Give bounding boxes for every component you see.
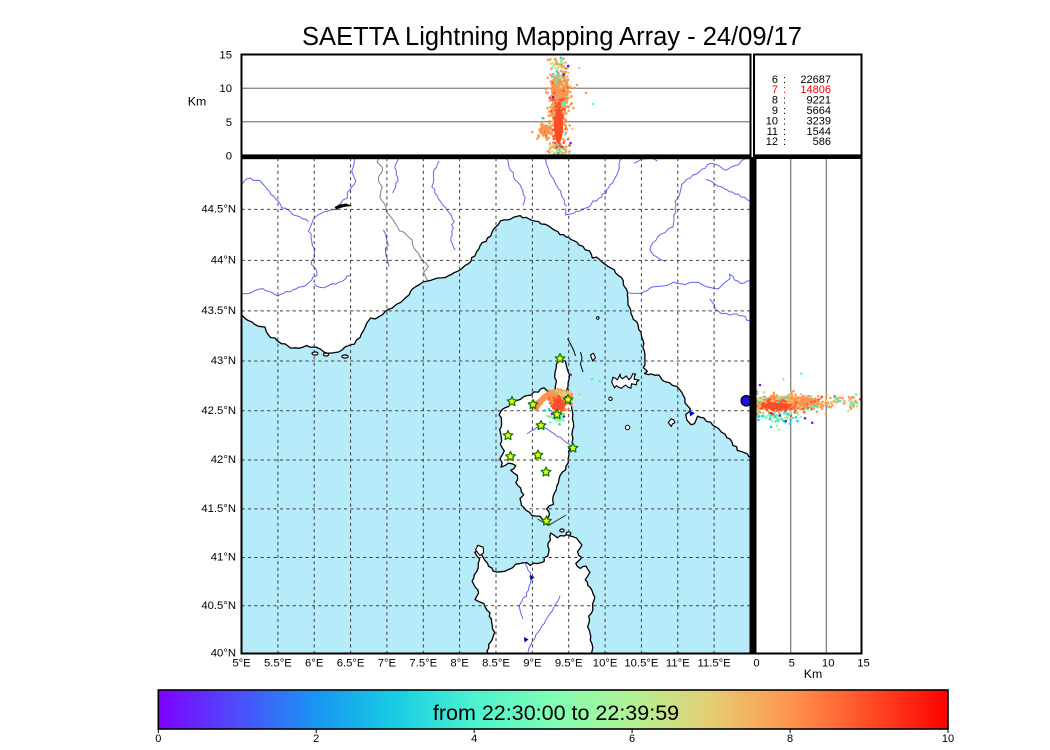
svg-text:10°E: 10°E	[593, 658, 618, 670]
svg-text:8°E: 8°E	[450, 658, 469, 670]
svg-text:9°E: 9°E	[523, 658, 542, 670]
svg-text:5664: 5664	[807, 105, 831, 117]
svg-text::: :	[783, 126, 786, 138]
svg-text:4: 4	[471, 733, 477, 745]
svg-text:41.5°N: 41.5°N	[201, 503, 236, 515]
svg-text:41°N: 41°N	[211, 552, 236, 564]
svg-text:5.5°E: 5.5°E	[264, 658, 292, 670]
svg-text::: :	[783, 136, 786, 148]
svg-text:10: 10	[766, 115, 778, 127]
svg-text:43°N: 43°N	[211, 355, 236, 367]
svg-text:11.5°E: 11.5°E	[697, 658, 731, 670]
svg-text:40.5°N: 40.5°N	[201, 600, 236, 612]
svg-text:43.5°N: 43.5°N	[201, 305, 236, 317]
svg-text:5: 5	[789, 658, 795, 670]
svg-text:3239: 3239	[807, 115, 831, 127]
svg-text:10: 10	[942, 733, 954, 745]
svg-text:from 22:30:00 to 22:39:59: from 22:30:00 to 22:39:59	[433, 701, 679, 725]
svg-text:0: 0	[753, 658, 759, 670]
svg-text:12: 12	[766, 136, 778, 148]
svg-text:586: 586	[813, 136, 831, 148]
svg-text:9.5°E: 9.5°E	[555, 658, 583, 670]
svg-text:0: 0	[226, 151, 232, 163]
svg-text:22687: 22687	[800, 74, 831, 86]
svg-text:9221: 9221	[807, 95, 831, 107]
svg-text:6.5°E: 6.5°E	[337, 658, 365, 670]
svg-text:11: 11	[767, 126, 778, 138]
svg-text::: :	[783, 115, 786, 127]
svg-text:11°E: 11°E	[666, 658, 690, 670]
svg-text:1544: 1544	[807, 126, 831, 138]
svg-text:SAETTA Lightning Mapping Array: SAETTA Lightning Mapping Array - 24/09/1…	[302, 23, 802, 51]
svg-text::: :	[783, 95, 786, 107]
svg-text:40°N: 40°N	[211, 648, 236, 660]
svg-text:14806: 14806	[800, 84, 831, 96]
svg-text:15: 15	[857, 658, 870, 670]
svg-text:2: 2	[313, 733, 319, 745]
svg-text:8: 8	[772, 95, 778, 107]
svg-text:9: 9	[772, 105, 778, 117]
svg-text:44°N: 44°N	[211, 255, 236, 267]
svg-text:42°N: 42°N	[211, 454, 236, 466]
svg-text:Km: Km	[804, 667, 822, 681]
svg-text:Km: Km	[188, 95, 206, 109]
svg-text:7: 7	[772, 84, 778, 96]
svg-text:5: 5	[226, 117, 232, 129]
svg-text:44.5°N: 44.5°N	[201, 204, 236, 216]
svg-text:15: 15	[219, 50, 232, 62]
svg-text:0: 0	[155, 733, 161, 745]
svg-text:8: 8	[787, 733, 793, 745]
svg-text:8.5°E: 8.5°E	[482, 658, 510, 670]
svg-text:6°E: 6°E	[305, 658, 324, 670]
svg-text:7.5°E: 7.5°E	[409, 658, 437, 670]
svg-text:42.5°N: 42.5°N	[201, 405, 236, 417]
svg-text:10.5°E: 10.5°E	[624, 658, 659, 670]
svg-text:6: 6	[629, 733, 635, 745]
svg-text:10: 10	[822, 658, 835, 670]
svg-text:5°E: 5°E	[232, 658, 251, 670]
svg-text::: :	[783, 74, 786, 86]
svg-text::: :	[783, 105, 786, 117]
svg-text:6: 6	[772, 74, 778, 86]
svg-text:10: 10	[219, 83, 232, 95]
svg-text::: :	[783, 84, 786, 96]
svg-text:7°E: 7°E	[378, 658, 397, 670]
